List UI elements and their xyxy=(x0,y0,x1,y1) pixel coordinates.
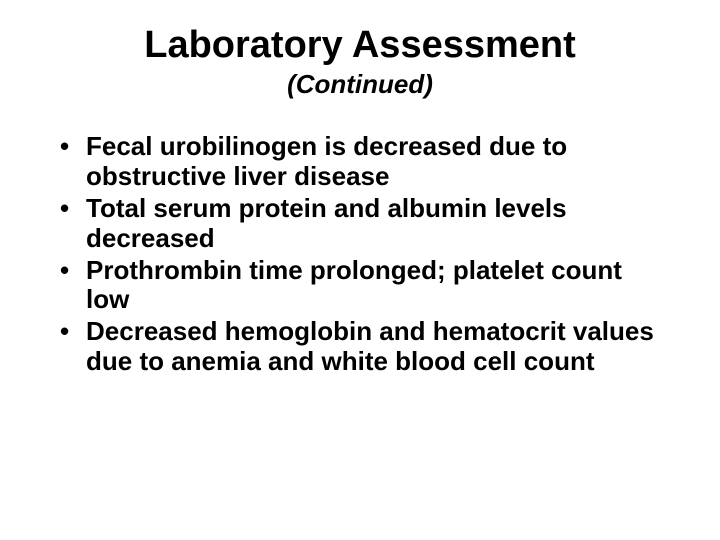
slide-title: Laboratory Assessment xyxy=(50,24,670,67)
slide-subtitle: (Continued) xyxy=(50,69,670,100)
list-item: Prothrombin time prolonged; platelet cou… xyxy=(50,256,670,316)
list-item: Total serum protein and albumin levels d… xyxy=(50,194,670,254)
list-item: Decreased hemoglobin and hematocrit valu… xyxy=(50,317,670,377)
list-item: Fecal urobilinogen is decreased due to o… xyxy=(50,132,670,192)
bullet-list: Fecal urobilinogen is decreased due to o… xyxy=(50,132,670,377)
